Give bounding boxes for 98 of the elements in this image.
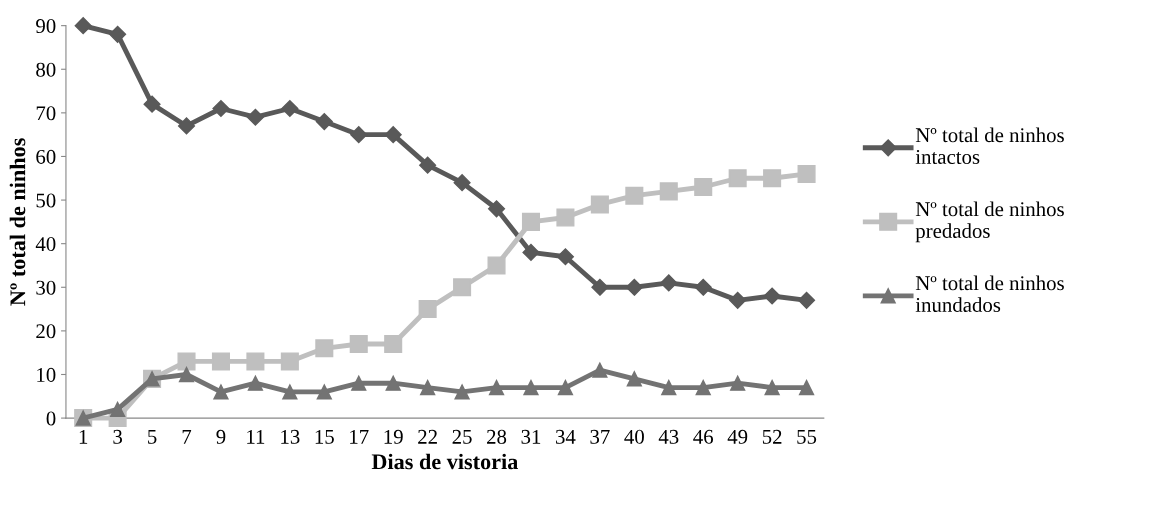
x-axis-title: Dias de vistoria	[371, 453, 518, 470]
point	[660, 274, 678, 292]
point	[420, 379, 436, 396]
point	[211, 352, 230, 371]
point	[453, 278, 472, 297]
x-tick-label: 15	[315, 429, 334, 444]
y-tick-label: 30	[36, 280, 56, 295]
point	[694, 278, 712, 296]
x-tick-label: 46	[693, 429, 714, 444]
point	[384, 126, 402, 144]
point	[590, 195, 609, 214]
point	[143, 95, 161, 113]
y-tick-label: 90	[36, 19, 56, 34]
point	[798, 291, 816, 309]
point	[247, 375, 264, 391]
x-tick-label: 55	[797, 430, 817, 444]
x-tick-label: 9	[216, 429, 226, 444]
x-tick-label: 7	[182, 430, 192, 444]
y-tick-label: 70	[36, 106, 56, 121]
point	[212, 99, 230, 118]
point	[556, 248, 574, 266]
legend-label: Nº total de ninhos inundados	[915, 275, 1064, 312]
point	[487, 200, 506, 218]
point	[418, 300, 437, 319]
point	[280, 352, 299, 371]
y-tick-label: 10	[37, 367, 56, 382]
point	[109, 25, 127, 43]
point	[351, 375, 367, 391]
point	[488, 379, 505, 396]
point	[729, 291, 747, 309]
point	[522, 243, 540, 261]
point	[798, 379, 815, 396]
point	[521, 212, 541, 231]
x-tick-label: 3	[113, 429, 123, 444]
point	[728, 169, 747, 188]
point	[213, 384, 229, 400]
point	[523, 379, 539, 396]
y-tick-label: 50	[36, 193, 56, 208]
point	[454, 384, 470, 400]
x-tick-label: 11	[247, 429, 265, 444]
point	[281, 99, 299, 118]
legend-label: Nº total de ninhos predados	[915, 201, 1064, 243]
x-tick-label: 5	[148, 430, 157, 444]
x-tick-label: 43	[658, 429, 679, 444]
x-tick-label: 22	[418, 429, 437, 444]
y-axis-title: Nº total de ninhos	[9, 138, 26, 306]
point	[74, 17, 92, 35]
y-tick-label: 20	[36, 324, 56, 339]
point	[730, 375, 746, 391]
point	[661, 379, 677, 396]
point	[659, 182, 678, 201]
x-tick-label: 37	[590, 429, 610, 444]
point	[764, 379, 780, 396]
y-tick-label: 60	[36, 149, 56, 164]
point	[178, 366, 195, 383]
x-tick-label: 31	[521, 429, 541, 444]
point	[625, 278, 643, 296]
point	[763, 287, 781, 305]
point	[797, 164, 816, 183]
x-tick-label: 19	[384, 429, 403, 444]
point	[177, 352, 196, 371]
x-tick-label: 13	[281, 429, 300, 444]
point	[109, 401, 126, 418]
y-tick-label: 40	[35, 237, 56, 252]
legend-label: Nº total de ninhos intactos	[915, 127, 1064, 164]
x-tick-label: 34	[556, 429, 576, 444]
point	[385, 375, 401, 391]
point	[625, 186, 644, 205]
point	[592, 362, 608, 378]
point	[556, 208, 575, 227]
x-tick-label: 28	[487, 429, 507, 444]
point	[453, 174, 471, 192]
x-tick-label: 49	[727, 429, 748, 444]
point	[419, 156, 437, 174]
point	[282, 384, 298, 400]
point	[591, 278, 609, 296]
point	[763, 169, 782, 188]
x-tick-label: 52	[762, 429, 782, 444]
point	[315, 113, 333, 131]
point	[384, 334, 403, 353]
point	[349, 334, 368, 353]
x-tick-label: 25	[452, 429, 472, 444]
point	[350, 126, 368, 144]
x-tick-label: 40	[624, 429, 644, 444]
point	[695, 379, 711, 396]
x-tick-label: 1	[79, 429, 88, 444]
y-tick-label: 0	[46, 411, 56, 426]
y-tick-label: 80	[36, 62, 56, 77]
point	[487, 256, 506, 275]
point	[694, 177, 713, 197]
point	[177, 117, 196, 135]
point	[626, 371, 642, 387]
point	[246, 352, 265, 371]
point	[246, 108, 264, 126]
x-tick-label: 17	[350, 429, 369, 444]
point	[557, 379, 574, 396]
point	[316, 384, 332, 400]
point	[315, 339, 334, 358]
